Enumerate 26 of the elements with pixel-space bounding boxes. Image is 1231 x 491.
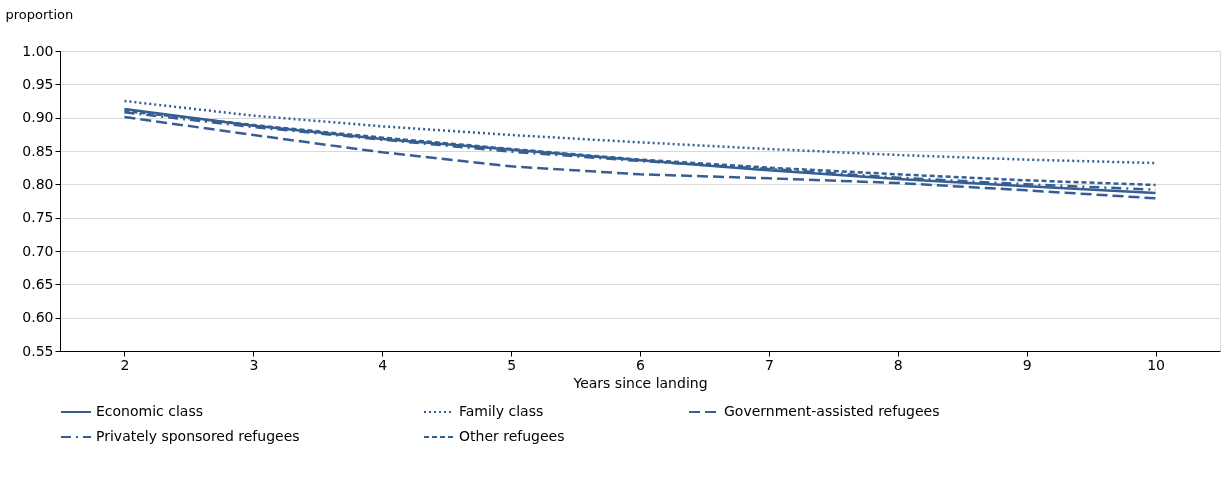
y-tick-label: 0.55 bbox=[22, 342, 54, 359]
y-tick-label: 0.80 bbox=[22, 175, 54, 192]
y-tick-label: 0.75 bbox=[22, 209, 54, 226]
y-axis-title: proportion bbox=[5, 6, 74, 22]
y-tick-label: 0.65 bbox=[22, 275, 54, 292]
legend-label: Family class bbox=[459, 403, 544, 419]
x-tick-label: 6 bbox=[636, 356, 646, 373]
y-tick-label: 1.00 bbox=[22, 42, 54, 59]
legend-label: Government-assisted refugees bbox=[724, 403, 940, 419]
y-tick-label: 0.60 bbox=[22, 309, 54, 326]
x-tick-label: 9 bbox=[1022, 356, 1032, 373]
x-tick-label: 7 bbox=[764, 356, 774, 373]
legend-label: Privately sponsored refugees bbox=[96, 428, 300, 444]
y-tick-label: 0.95 bbox=[22, 75, 54, 92]
y-tick-label: 0.85 bbox=[22, 142, 54, 159]
legend-label: Economic class bbox=[96, 403, 203, 419]
x-tick-label: 3 bbox=[249, 356, 259, 373]
x-tick-label: 4 bbox=[378, 356, 388, 373]
x-tick-label: 2 bbox=[120, 356, 130, 373]
y-tick-label: 0.70 bbox=[22, 242, 54, 259]
x-tick-label: 8 bbox=[893, 356, 903, 373]
x-tick-label: 10 bbox=[1147, 356, 1165, 373]
legend-label: Other refugees bbox=[459, 428, 565, 444]
x-tick-label: 5 bbox=[507, 356, 517, 373]
x-axis-title: Years since landing bbox=[572, 374, 708, 391]
y-tick-label: 0.90 bbox=[22, 109, 54, 126]
